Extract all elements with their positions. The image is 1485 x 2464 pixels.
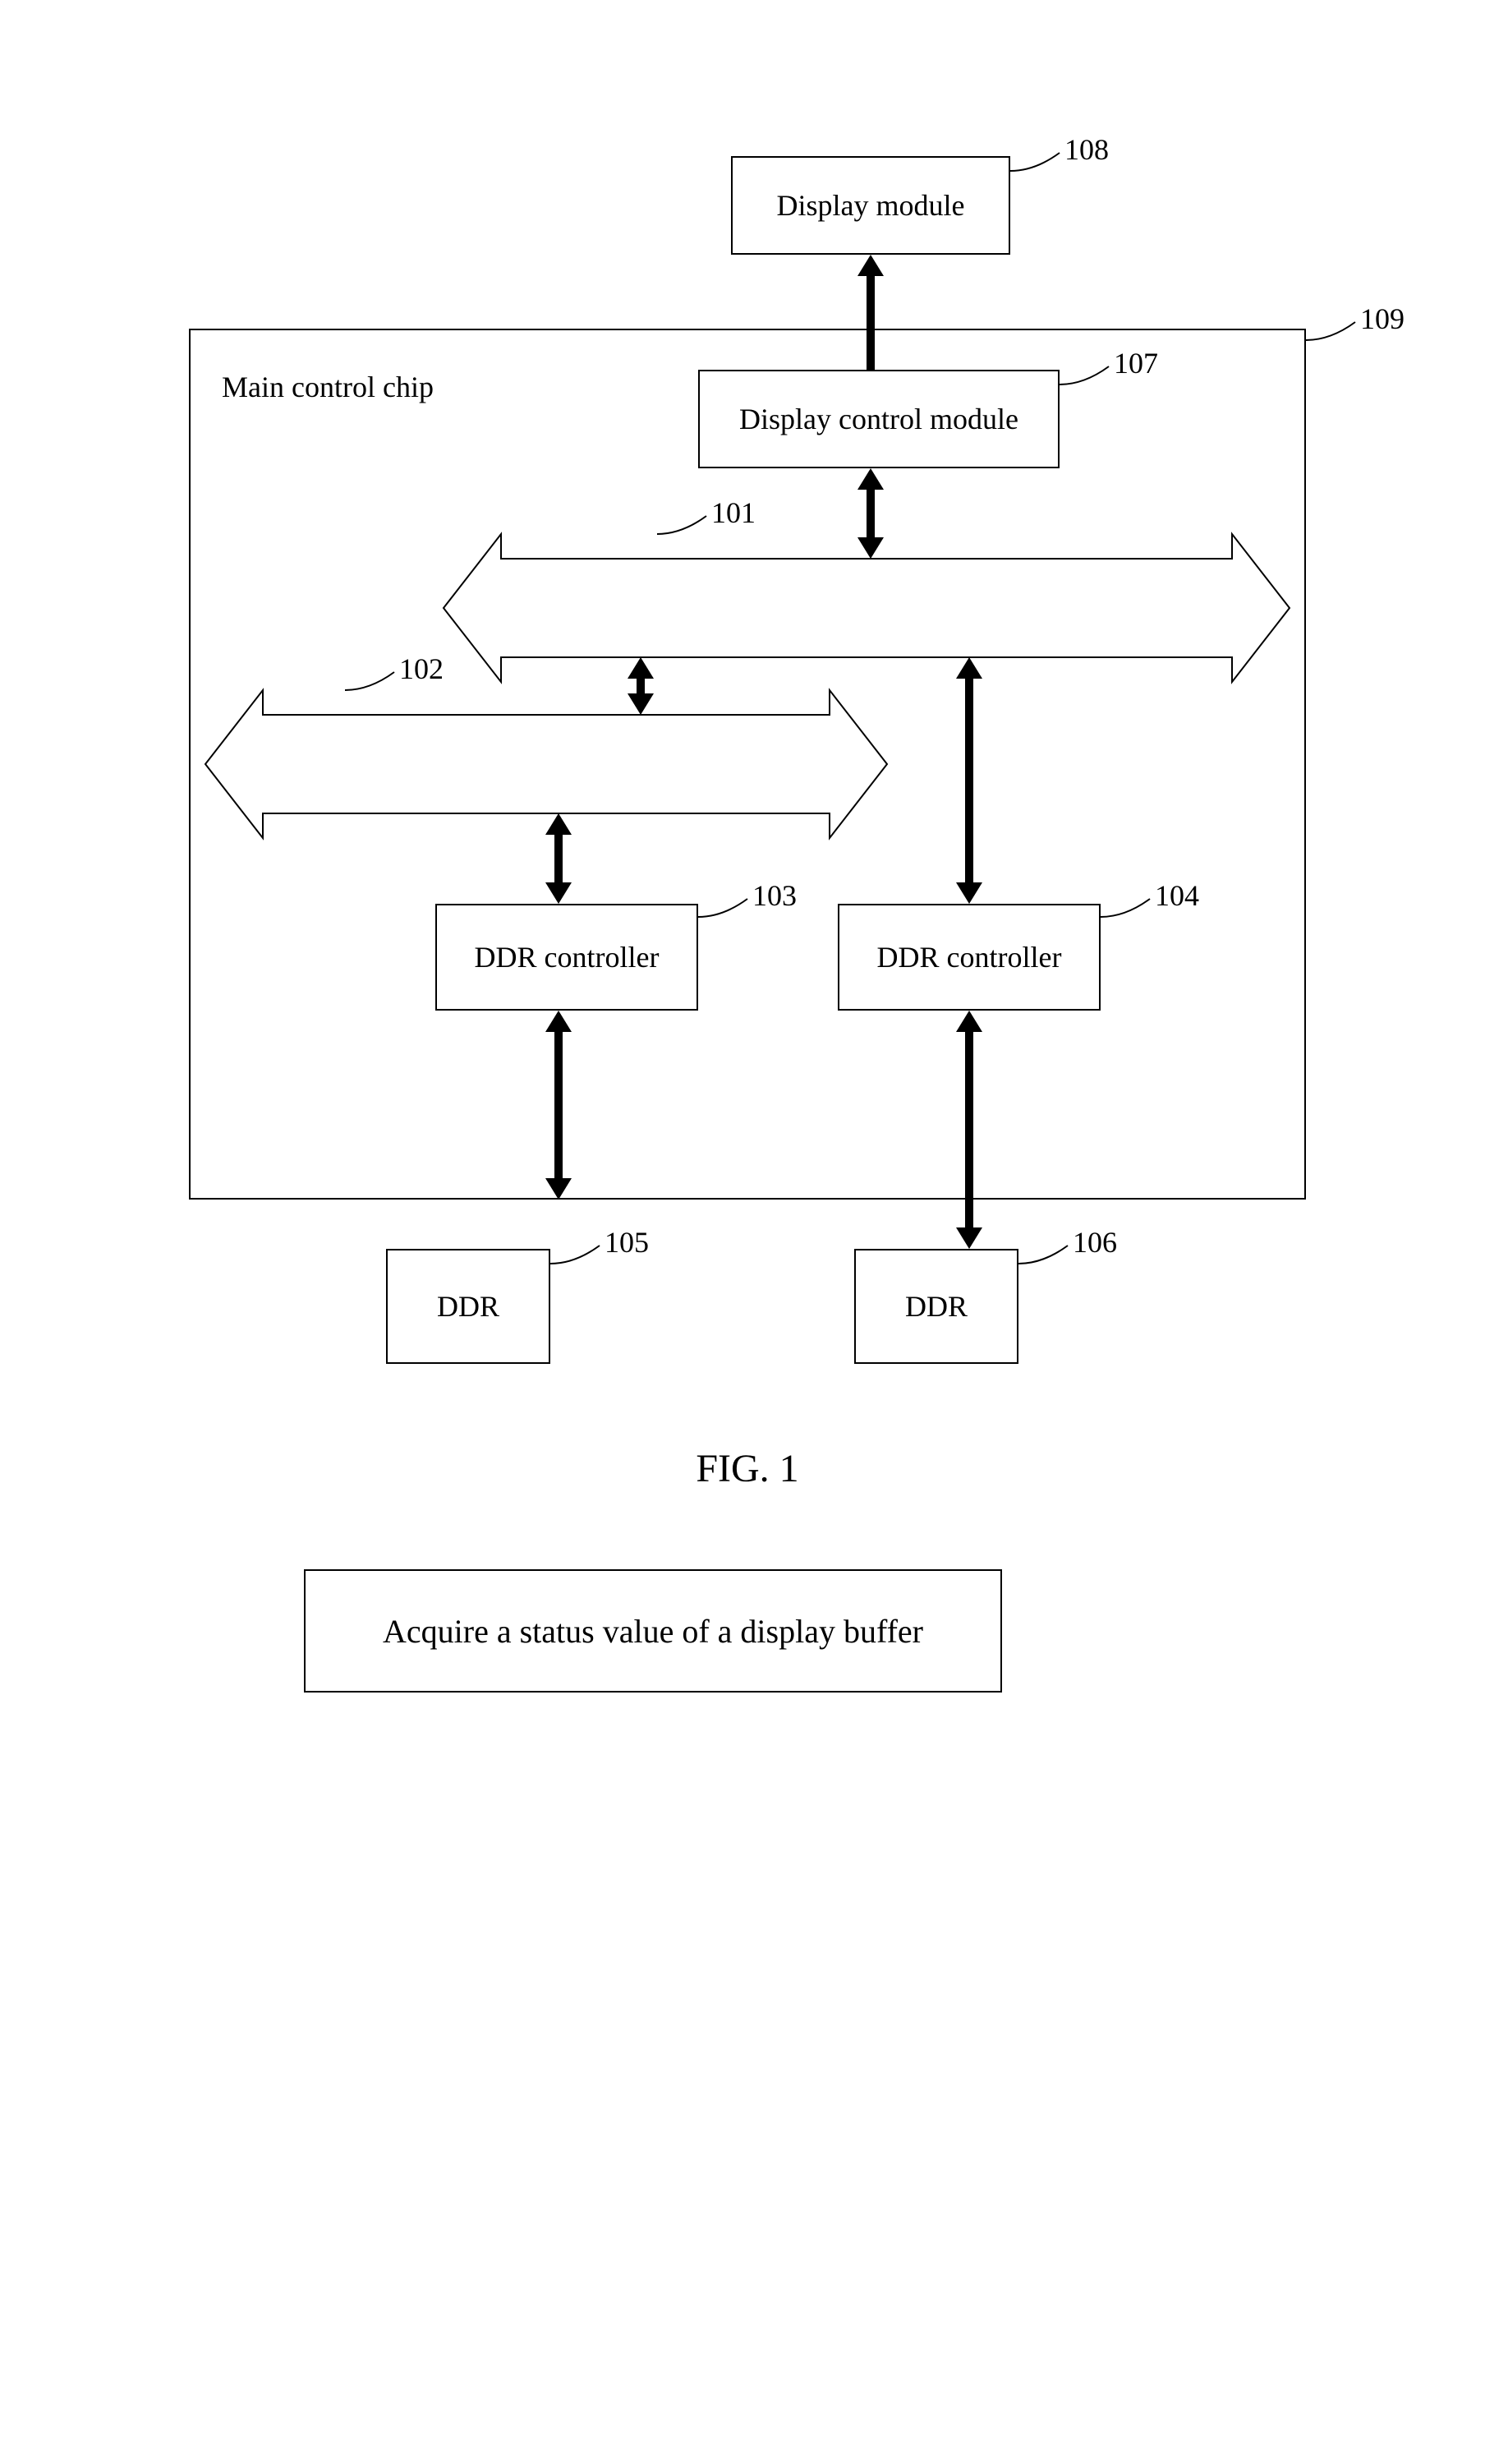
ddr-left: DDR — [386, 1249, 550, 1364]
axi-bus-top: Advanced extensible interface bus (AXI B… — [501, 559, 1232, 657]
ref-104: 104 — [1155, 878, 1199, 913]
ddr-controller-left: DDR controller — [435, 904, 698, 1011]
chip-label: Main control chip — [222, 370, 434, 404]
ref-107: 107 — [1114, 346, 1158, 380]
ref-108: 108 — [1064, 132, 1109, 167]
ddr-controller-right: DDR controller — [838, 904, 1101, 1011]
fig2-step-201: Acquire a status value of a display buff… — [304, 1569, 1002, 1693]
axi-bus-bottom: Advanced extensible interface bus (AXI B… — [263, 715, 830, 813]
fig1-caption: FIG. 1 — [624, 1446, 871, 1491]
display-module: Display module — [731, 156, 1010, 255]
ref-106: 106 — [1073, 1225, 1117, 1260]
ref-105: 105 — [605, 1225, 649, 1260]
ref-103: 103 — [752, 878, 797, 913]
display-control-module: Display control module — [698, 370, 1060, 468]
ref-101: 101 — [711, 495, 756, 530]
ref-109: 109 — [1360, 302, 1405, 336]
ref-102: 102 — [399, 652, 444, 686]
diagram-canvas: 109 Main control chip Display module 108 Dis… — [0, 0, 1485, 2464]
ddr-right: DDR — [854, 1249, 1018, 1364]
